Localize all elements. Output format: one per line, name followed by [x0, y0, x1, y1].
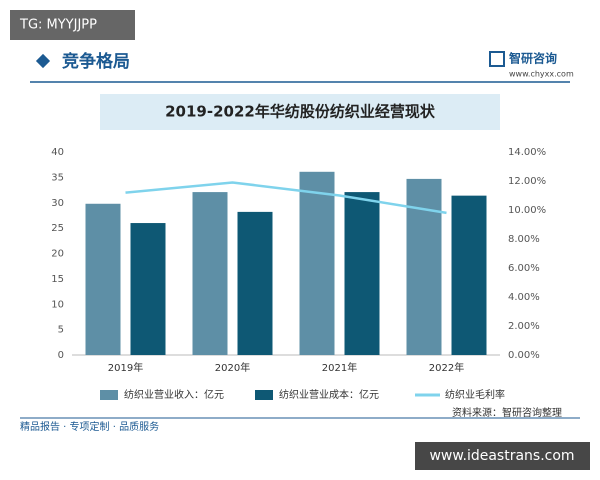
y2-tick-label: 0.00% [508, 350, 540, 361]
y-tick-label: 0 [58, 350, 64, 361]
bar [192, 192, 228, 355]
bar [451, 195, 487, 355]
line-series [125, 181, 447, 215]
y2-tick-label: 14.00% [508, 147, 546, 158]
y-tick-label: 25 [51, 223, 64, 234]
y2-tick-label: 8.00% [508, 234, 540, 245]
x-tick-label: 2022年 [429, 361, 464, 374]
y2-tick-label: 6.00% [508, 263, 540, 274]
y-tick-label: 20 [51, 249, 64, 260]
y-tick-label: 10 [51, 299, 64, 310]
legend-swatch [100, 390, 118, 400]
x-tick-label: 2019年 [108, 361, 143, 374]
y-tick-label: 35 [51, 172, 64, 183]
y2-tick-label: 2.00% [508, 321, 540, 332]
bar [299, 171, 335, 355]
site-text: www.ideastrans.com [429, 448, 574, 464]
title-band [100, 94, 500, 130]
y-tick-label: 40 [51, 147, 64, 158]
brand-logo [489, 51, 505, 67]
x-tick-label: 2021年 [322, 361, 357, 374]
y-tick-label: 15 [51, 274, 64, 285]
brand-url: www.chyxx.com [509, 70, 574, 79]
y-tick-label: 30 [51, 198, 64, 209]
source-note: 资料来源：智研咨询整理 [452, 406, 562, 419]
bar [344, 192, 380, 355]
y2-tick-label: 10.00% [508, 205, 546, 216]
legend-label: 纺织业营业成本：亿元 [279, 388, 379, 401]
tag-text: TG: MYYJJPP [19, 18, 97, 33]
tag-overlay [10, 10, 135, 40]
x-tick-label: 2020年 [215, 361, 250, 374]
bar [237, 211, 273, 355]
legend-label: 纺织业毛利率 [445, 388, 505, 401]
chart-title: 2019-2022年华纺股份纺织业经营现状 [165, 103, 436, 121]
site-overlay [415, 442, 590, 470]
legend-swatch [255, 390, 273, 400]
y2-tick-label: 4.00% [508, 292, 540, 303]
legend-label: 纺织业营业收入：亿元 [124, 388, 224, 401]
y2-tick-label: 12.00% [508, 176, 546, 187]
bar [406, 178, 442, 355]
y-tick-label: 5 [58, 325, 64, 336]
section-title: 竞争格局 [62, 51, 130, 72]
bar [85, 203, 121, 355]
brand-name: 智研咨询 [508, 51, 557, 66]
footer-slogan: 精品报告 · 专项定制 · 品质服务 [20, 420, 159, 433]
bar [130, 223, 166, 355]
